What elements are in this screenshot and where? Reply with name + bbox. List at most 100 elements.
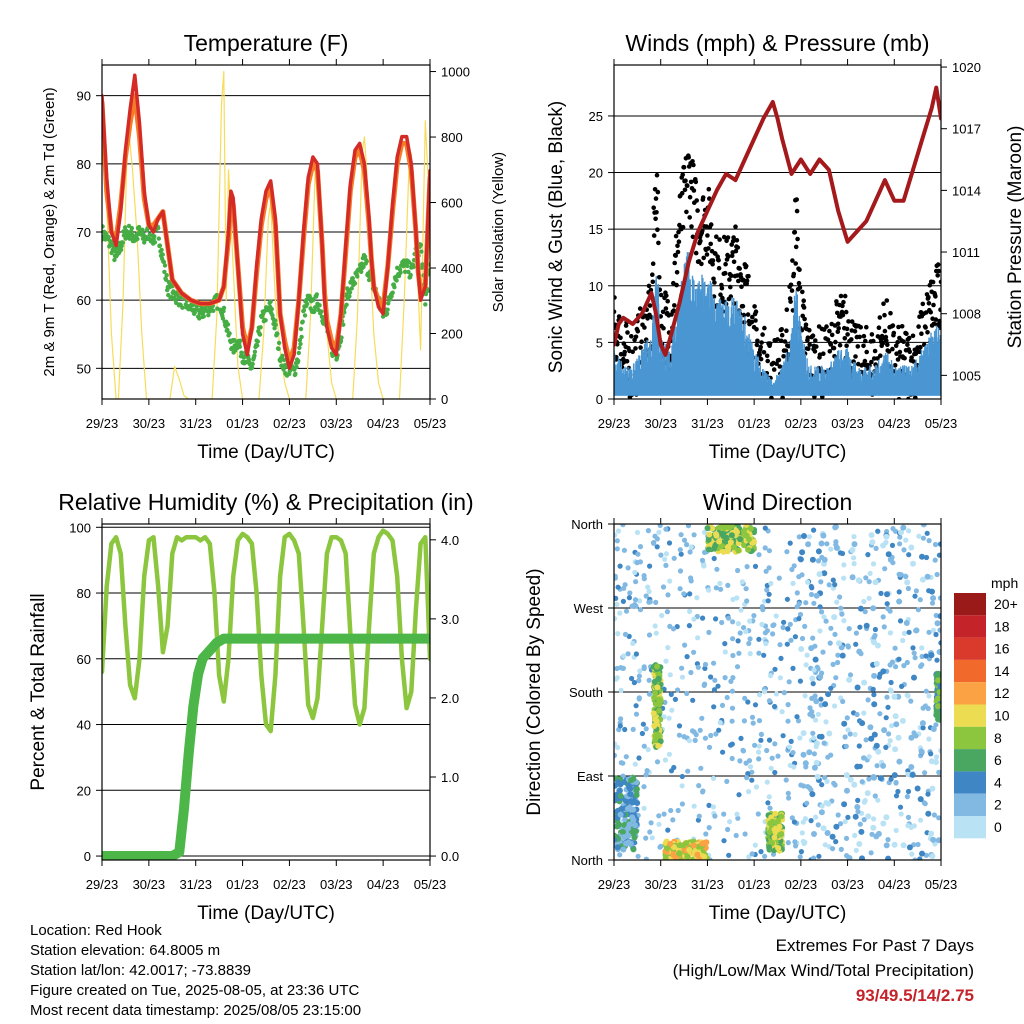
y-tick-label: 100 [69, 520, 91, 535]
direction-point [702, 661, 709, 668]
gust-point [767, 341, 773, 346]
direction-point [681, 591, 687, 597]
direction-point [617, 563, 623, 569]
direction-point [646, 691, 653, 697]
colorbar-label: 0 [994, 819, 1002, 835]
direction-point [934, 657, 940, 663]
gust-point [818, 400, 823, 405]
direction-point [809, 585, 815, 591]
y2-tick-label: 1017 [952, 122, 981, 137]
direction-point [815, 558, 822, 564]
direction-point [749, 777, 755, 783]
dewpoint-point [160, 252, 165, 257]
direction-point [734, 811, 740, 817]
direction-point [730, 675, 736, 681]
direction-point [813, 759, 820, 766]
direction-point [825, 754, 831, 760]
direction-point [817, 628, 823, 634]
gust-point [891, 330, 897, 336]
direction-point [821, 556, 828, 563]
direction-point [895, 734, 902, 741]
gust-point [672, 303, 677, 308]
direction-point [781, 619, 787, 625]
dewpoint-point [206, 313, 211, 318]
direction-point [708, 674, 714, 680]
gust-point [639, 339, 644, 345]
gust-point [888, 310, 893, 316]
direction-point [906, 844, 913, 851]
colorbar-label: 12 [994, 685, 1010, 701]
gust-point [831, 345, 837, 351]
gust-point [650, 261, 656, 267]
direction-point [679, 674, 686, 680]
gust-point [890, 323, 896, 328]
direction-point [854, 763, 861, 770]
direction-point [746, 640, 752, 647]
direction-point [712, 677, 718, 683]
direction-point [797, 854, 803, 860]
gust-point [797, 267, 802, 273]
dewpoint-point [273, 322, 278, 327]
direction-point [885, 704, 891, 710]
direction-point [788, 637, 794, 643]
direction-point [846, 676, 853, 683]
direction-point [794, 590, 800, 596]
direction-point [823, 719, 829, 725]
direction-point [893, 780, 899, 786]
gust-point [762, 325, 767, 331]
direction-point [855, 809, 861, 815]
dewpoint-point [140, 227, 145, 232]
direction-point [790, 580, 796, 587]
direction-point [854, 684, 861, 691]
direction-point [800, 751, 807, 758]
direction-point [615, 631, 621, 637]
gust-point [794, 208, 800, 214]
direction-point [810, 635, 816, 641]
x-tick-label: 05/23 [414, 416, 447, 431]
direction-point [629, 814, 636, 821]
direction-point [632, 761, 638, 767]
gust-point [878, 353, 883, 359]
y2-tick-label: 2.0 [441, 691, 459, 706]
direction-point [822, 842, 828, 848]
x-axis-label: Time (Day/UTC) [709, 442, 847, 463]
direction-point [691, 842, 697, 849]
direction-point [628, 777, 635, 784]
y-tick-label: East [577, 769, 603, 784]
direction-point [888, 679, 894, 686]
direction-point [737, 630, 743, 636]
direction-point [859, 720, 866, 727]
gust-point [661, 325, 666, 331]
dewpoint-point [255, 343, 260, 348]
gust-point [793, 244, 799, 250]
dewpoint-point [406, 269, 411, 275]
dewpoint-point [122, 225, 128, 230]
direction-point [897, 541, 903, 547]
direction-point [666, 540, 673, 546]
dewpoint-point [152, 234, 157, 239]
gust-point [923, 310, 929, 315]
direction-point [929, 588, 935, 595]
direction-point [919, 553, 925, 560]
gust-point [757, 352, 762, 358]
gust-point [693, 179, 699, 185]
gust-point [671, 308, 677, 313]
direction-point [675, 807, 681, 814]
gust-point [786, 343, 791, 349]
x-tick-label: 30/23 [133, 877, 166, 892]
dewpoint-point [258, 325, 263, 330]
direction-point [824, 541, 830, 547]
gust-point [642, 325, 647, 330]
gust-point [683, 178, 688, 183]
direction-point [764, 628, 771, 634]
direction-point [857, 821, 863, 827]
gust-point [901, 339, 906, 345]
gust-point [731, 235, 736, 240]
direction-point [851, 534, 857, 540]
direction-point [905, 814, 912, 821]
created-text: Figure created on Tue, 2025-08-05, at 23… [30, 982, 360, 999]
gust-point [737, 266, 742, 271]
direction-point [775, 753, 781, 759]
gust-point [918, 344, 923, 350]
elevation-text: Station elevation: 64.8005 m [30, 942, 221, 959]
